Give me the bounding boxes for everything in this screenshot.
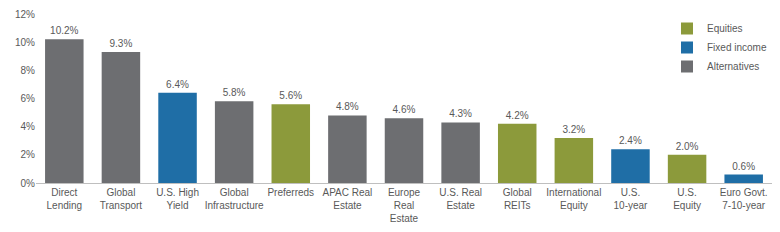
svg-text:Alternatives: Alternatives bbox=[707, 61, 759, 72]
svg-text:6.4%: 6.4% bbox=[166, 79, 189, 90]
svg-text:EuropeRealEstate: EuropeRealEstate bbox=[388, 187, 421, 224]
svg-text:Preferreds: Preferreds bbox=[267, 187, 314, 198]
svg-text:Euro Govt.7-10-year: Euro Govt.7-10-year bbox=[720, 187, 768, 211]
svg-text:5.8%: 5.8% bbox=[223, 87, 246, 98]
svg-text:5.6%: 5.6% bbox=[279, 90, 302, 101]
svg-text:4%: 4% bbox=[21, 121, 36, 132]
svg-text:0%: 0% bbox=[21, 178, 36, 189]
svg-text:InternationalEquity: InternationalEquity bbox=[546, 187, 601, 211]
svg-text:2.0%: 2.0% bbox=[676, 141, 699, 152]
svg-text:U.S. RealEstate: U.S. RealEstate bbox=[439, 187, 482, 211]
svg-text:GlobalREITs: GlobalREITs bbox=[503, 187, 532, 211]
svg-text:4.6%: 4.6% bbox=[393, 104, 416, 115]
svg-text:U.S.10-year: U.S.10-year bbox=[614, 187, 649, 211]
svg-text:4.2%: 4.2% bbox=[506, 110, 529, 121]
svg-text:12%: 12% bbox=[15, 9, 35, 20]
svg-text:U.S.Equity: U.S.Equity bbox=[673, 187, 701, 211]
svg-text:2.4%: 2.4% bbox=[619, 135, 642, 146]
svg-text:10.2%: 10.2% bbox=[50, 25, 78, 36]
svg-text:9.3%: 9.3% bbox=[109, 38, 132, 49]
svg-text:6%: 6% bbox=[21, 93, 36, 104]
svg-text:DirectLending: DirectLending bbox=[47, 187, 83, 211]
svg-text:GlobalInfrastructure: GlobalInfrastructure bbox=[205, 187, 264, 211]
svg-text:Equities: Equities bbox=[707, 23, 743, 34]
svg-text:U.S. HighYield: U.S. HighYield bbox=[156, 187, 199, 211]
svg-text:4.8%: 4.8% bbox=[336, 101, 359, 112]
svg-text:GlobalTransport: GlobalTransport bbox=[100, 187, 143, 211]
svg-text:4.3%: 4.3% bbox=[449, 108, 472, 119]
svg-text:8%: 8% bbox=[21, 65, 36, 76]
svg-text:0.6%: 0.6% bbox=[732, 161, 755, 172]
svg-text:2%: 2% bbox=[21, 149, 36, 160]
svg-text:APAC RealEstate: APAC RealEstate bbox=[322, 187, 372, 211]
svg-text:10%: 10% bbox=[15, 37, 35, 48]
svg-text:Fixed income: Fixed income bbox=[707, 42, 767, 53]
svg-text:3.2%: 3.2% bbox=[562, 124, 585, 135]
